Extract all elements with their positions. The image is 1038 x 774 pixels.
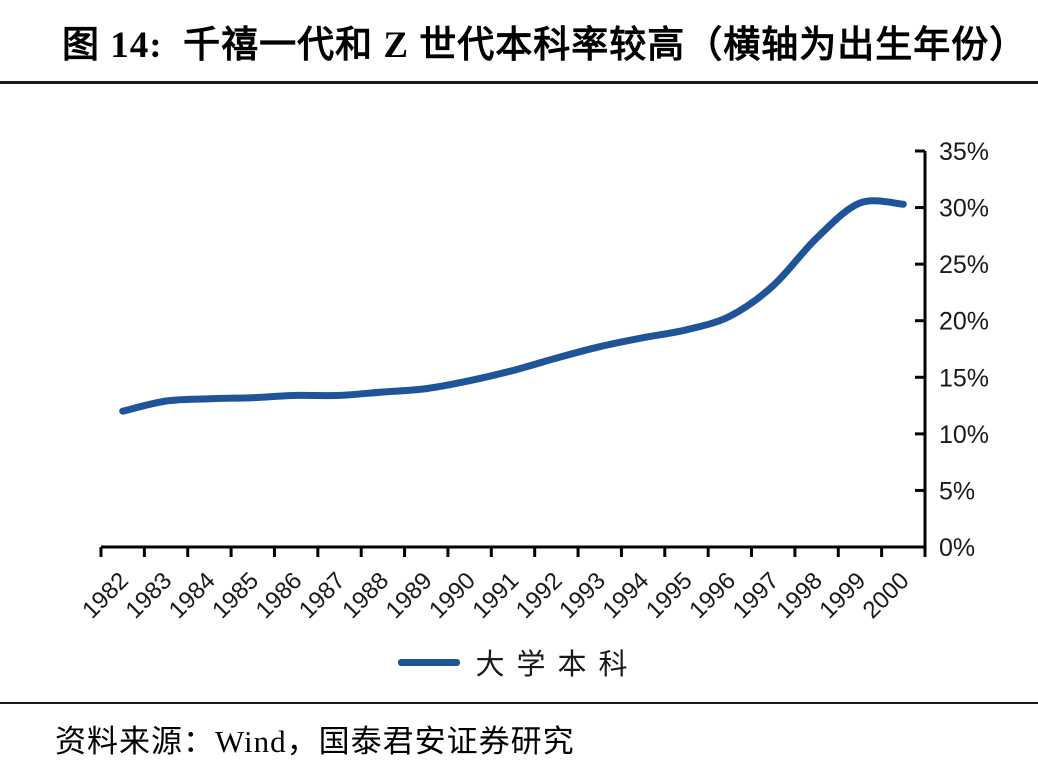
y-tick-label: 15% — [939, 364, 989, 392]
x-tick-label: 1997 — [728, 567, 785, 624]
source-attribution: 资料来源：Wind，国泰君安证券研究 — [55, 724, 575, 759]
x-tick-label: 2000 — [858, 567, 915, 624]
x-tick-label: 1996 — [684, 567, 741, 624]
line-chart-canvas: 0%5%10%15%20%25%30%35%198219831984198519… — [77, 138, 989, 624]
x-tick-label: 1991 — [467, 567, 524, 624]
y-tick-label: 30% — [939, 195, 989, 223]
x-tick-label: 1986 — [251, 567, 308, 624]
y-tick-label: 5% — [939, 477, 975, 505]
chart-legend: 大学本科 — [0, 641, 1038, 683]
x-tick-label: 1998 — [771, 567, 828, 624]
x-tick-label: 1995 — [641, 567, 698, 624]
legend-series-label: 大学本科 — [475, 649, 640, 681]
y-tick-label: 25% — [939, 251, 989, 279]
title-divider — [0, 81, 1038, 84]
chart-area: 0% 5% 10% 15% 20% 25% 30% 35% 1982 1983 1984 1985 19… — [0, 85, 1038, 635]
x-tick-label: 1983 — [120, 567, 177, 624]
x-tick-label: 1990 — [424, 567, 481, 624]
x-tick-label: 1999 — [814, 567, 871, 624]
x-tick-label: 1984 — [164, 567, 221, 624]
x-tick-label: 1987 — [294, 567, 351, 624]
source-divider — [0, 702, 1038, 704]
y-tick-label: 35% — [939, 138, 989, 166]
x-tick-label: 1989 — [381, 567, 438, 624]
x-tick-label: 1992 — [511, 567, 568, 624]
x-tick-label: 1994 — [597, 567, 654, 624]
x-tick-label: 1982 — [77, 567, 134, 624]
y-tick-label: 20% — [939, 308, 989, 336]
x-tick-label: 1985 — [207, 567, 264, 624]
legend-line-swatch — [398, 658, 461, 666]
figure-title: 图 14: 千禧一代和 Z 世代本科率较高（横轴为出生年份） — [62, 25, 1028, 66]
series-line-大学本科 — [119, 197, 907, 415]
x-tick-label: 1993 — [554, 567, 611, 624]
y-tick-label: 0% — [939, 534, 975, 562]
x-tick-label: 1988 — [337, 567, 394, 624]
y-tick-label: 10% — [939, 421, 989, 449]
